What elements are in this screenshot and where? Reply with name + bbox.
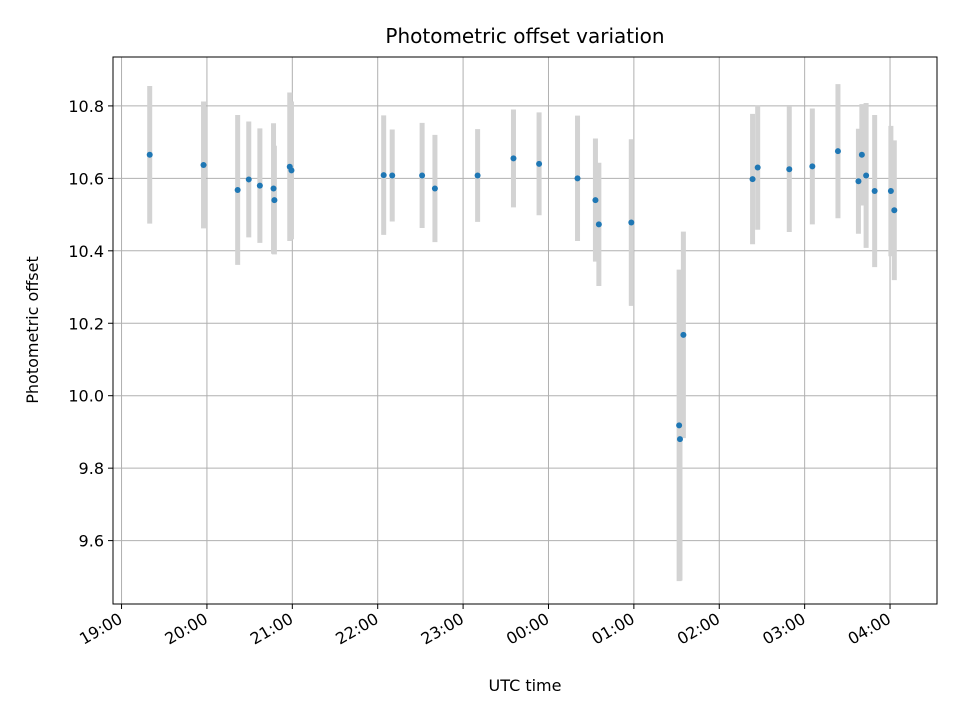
y-tick-label: 10.2 bbox=[68, 314, 104, 333]
plot-frame bbox=[112, 56, 938, 605]
data-point bbox=[676, 422, 683, 429]
data-point bbox=[754, 164, 761, 171]
data-point bbox=[834, 148, 841, 155]
data-point bbox=[234, 186, 241, 193]
data-point bbox=[389, 172, 396, 179]
y-tick-label: 9.8 bbox=[79, 459, 104, 478]
y-tick-label: 10.4 bbox=[68, 242, 104, 261]
data-point bbox=[749, 176, 756, 183]
data-point bbox=[871, 188, 878, 195]
data-point bbox=[146, 151, 153, 158]
data-point bbox=[256, 182, 263, 189]
data-point bbox=[270, 185, 277, 192]
data-point bbox=[574, 175, 581, 182]
y-tick-label: 10.6 bbox=[68, 169, 104, 188]
y-tick-label: 10.0 bbox=[68, 387, 104, 406]
data-point bbox=[809, 163, 816, 170]
data-point bbox=[419, 172, 426, 179]
data-point bbox=[592, 197, 599, 204]
data-point bbox=[858, 151, 865, 158]
data-point bbox=[431, 185, 438, 192]
data-point bbox=[245, 176, 252, 183]
data-point bbox=[271, 197, 278, 204]
data-point bbox=[595, 221, 602, 228]
chart-title: Photometric offset variation bbox=[385, 24, 664, 48]
data-point bbox=[891, 207, 898, 214]
data-point bbox=[200, 161, 207, 168]
data-point bbox=[676, 436, 683, 443]
grid-lines bbox=[113, 57, 937, 604]
y-axis-title: Photometric offset bbox=[23, 256, 42, 404]
data-point bbox=[288, 167, 295, 174]
data-point bbox=[855, 178, 862, 185]
y-tick-label: 9.6 bbox=[79, 532, 104, 551]
data-point bbox=[680, 331, 687, 338]
data-point bbox=[887, 188, 894, 195]
data-point bbox=[628, 219, 635, 226]
data-point bbox=[380, 172, 387, 179]
y-tick-label: 10.8 bbox=[68, 97, 104, 116]
data-point bbox=[863, 172, 870, 179]
data-point bbox=[786, 166, 793, 173]
x-axis-title: UTC time bbox=[489, 676, 562, 695]
data-point bbox=[536, 160, 543, 167]
data-point bbox=[510, 155, 517, 162]
data-points bbox=[146, 148, 898, 443]
y-axis-ticks: 9.6 9.8 10.0 10.2 10.4 10.6 10.8 bbox=[68, 97, 113, 551]
data-point bbox=[474, 172, 481, 179]
